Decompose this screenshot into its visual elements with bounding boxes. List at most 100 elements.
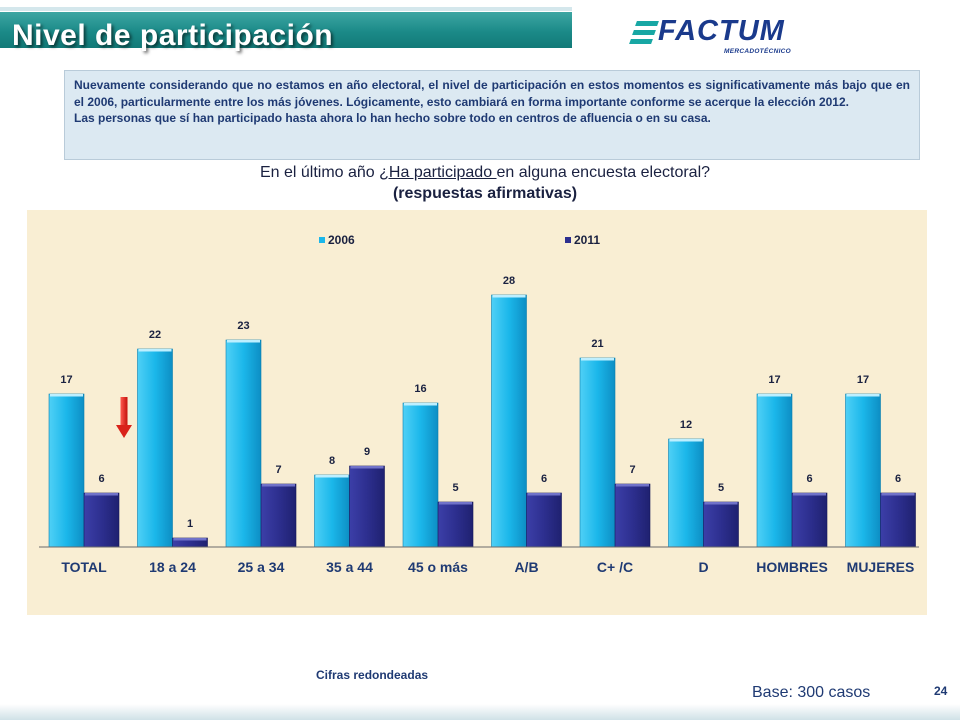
legend-swatch-2006 — [319, 237, 325, 243]
bar-2011-d — [703, 501, 739, 548]
bar-cap-2011-hombres — [793, 493, 826, 496]
value-label-2006-hombres: 17 — [768, 374, 780, 386]
footer-band — [0, 704, 960, 720]
note-paragraph-1: Nuevamente considerando que no estamos e… — [74, 78, 910, 109]
question-underlined: ¿Ha participado — [379, 164, 497, 181]
summary-note: Nuevamente considerando que no estamos e… — [64, 70, 920, 160]
rounding-note: Cifras redondeadas — [316, 668, 429, 682]
title-bar: Nivel de participación — [0, 7, 572, 52]
bar-cap-2011-18-a-24 — [173, 538, 207, 541]
legend-label-2006: 2006 — [328, 233, 355, 247]
bar-2006-25-a-34 — [225, 339, 262, 548]
value-label-2011-hombres: 6 — [806, 473, 812, 485]
bar-chart: 2006 2011 17 6 22 1 23 7 8 9 16 5 28 6 21 7 12 5 17 6 17 6 T… — [39, 233, 919, 575]
question-prefix: En el último año — [259, 164, 380, 181]
bar-cap-2006-c-c — [581, 358, 614, 361]
logo-tagline: MERCADOTÉCNICO — [724, 48, 792, 55]
x-tick-mujeres: MUJERES — [847, 559, 915, 575]
chart-question: En el último año ¿Ha participado en algu… — [180, 162, 790, 204]
bar-cap-2006-45-o-m-s — [404, 403, 437, 406]
value-label-2006-18-a-24: 22 — [149, 329, 161, 341]
bar-cap-2011-mujeres — [881, 493, 915, 496]
x-tick-35-a-44: 35 a 44 — [326, 559, 373, 575]
chart-value-labels: 17 6 22 1 23 7 8 9 16 5 28 6 21 7 12 5 17 6 17 6 — [60, 275, 901, 530]
value-label-2011-c-c: 7 — [629, 464, 635, 476]
page-title: Nivel de participación — [12, 19, 334, 52]
bar-2006-45-o-m-s — [402, 402, 439, 548]
x-tick-hombres: HOMBRES — [756, 559, 828, 575]
sample-base: Base: 300 casos — [752, 684, 871, 701]
bar-cap-2006-mujeres — [846, 394, 880, 397]
value-label-2011-d: 5 — [718, 482, 724, 494]
bar-cap-2006-d — [669, 439, 703, 442]
value-label-2006-a-b: 28 — [503, 275, 515, 287]
bar-2011-total — [83, 492, 120, 548]
x-tick-18-a-24: 18 a 24 — [149, 559, 196, 575]
down-arrow-shaft-icon — [120, 397, 128, 427]
value-label-2011-45-o-m-s: 5 — [452, 482, 458, 494]
bar-cap-2006-35-a-44 — [315, 475, 349, 478]
note-paragraph-2: Las personas que sí han participado hast… — [74, 111, 711, 125]
bar-cap-2011-45-o-m-s — [439, 502, 472, 505]
legend-swatch-2011 — [565, 237, 571, 243]
bar-2006-mujeres — [845, 393, 881, 548]
bar-2006-a-b — [491, 294, 527, 548]
bar-2011-mujeres — [880, 492, 916, 548]
bar-cap-2006-hombres — [758, 394, 791, 397]
value-label-2006-25-a-34: 23 — [237, 320, 249, 332]
bar-2006-35-a-44 — [314, 474, 350, 548]
x-tick-45-o-m-s: 45 o más — [408, 559, 468, 575]
value-label-2006-mujeres: 17 — [857, 374, 869, 386]
bar-cap-2006-a-b — [492, 295, 526, 298]
bar-2011-35-a-44 — [349, 465, 385, 548]
value-label-2006-total: 17 — [60, 374, 72, 386]
bar-cap-2006-25-a-34 — [227, 340, 260, 343]
bar-2006-d — [668, 438, 704, 548]
bar-cap-2011-35-a-44 — [350, 466, 384, 469]
bar-2011-hombres — [791, 492, 828, 548]
x-axis-tick-labels: TOTAL 18 a 24 25 a 34 35 a 44 45 o más A/B C+ … — [61, 559, 914, 575]
question-line-1: En el último año ¿Ha participado en algu… — [180, 162, 790, 183]
logo-name: FACTUM — [658, 15, 785, 47]
bar-cap-2011-25-a-34 — [262, 484, 295, 487]
question-line-2: (respuestas afirmativas) — [392, 185, 578, 202]
chart-annotations — [116, 397, 132, 438]
value-label-2006-45-o-m-s: 16 — [414, 383, 426, 395]
bar-2011-45-o-m-s — [437, 501, 474, 548]
value-label-2011-25-a-34: 7 — [275, 464, 281, 476]
value-label-2011-mujeres: 6 — [895, 473, 901, 485]
bar-2006-18-a-24 — [137, 348, 173, 548]
bar-2011-c-c — [614, 483, 651, 548]
value-label-2006-d: 12 — [680, 419, 692, 431]
x-tick-c-c: C+ /C — [597, 559, 633, 575]
value-label-2011-total: 6 — [98, 473, 104, 485]
value-label-2011-a-b: 6 — [541, 473, 547, 485]
chart-legend: 2006 2011 — [319, 233, 600, 247]
bar-cap-2011-c-c — [616, 484, 649, 487]
value-label-2006-c-c: 21 — [591, 338, 603, 350]
bar-cap-2006-18-a-24 — [138, 349, 172, 352]
question-suffix: en alguna encuesta electoral? — [496, 164, 711, 181]
bar-cap-2006-total — [50, 394, 83, 397]
chart-bars — [48, 294, 916, 548]
x-tick-d: D — [698, 559, 708, 575]
bar-cap-2011-total — [85, 493, 118, 496]
value-label-2011-35-a-44: 9 — [364, 446, 370, 458]
page-number: 24 — [934, 684, 948, 698]
bar-2011-25-a-34 — [260, 483, 297, 548]
x-tick-25-a-34: 25 a 34 — [238, 559, 285, 575]
value-label-2006-35-a-44: 8 — [329, 455, 335, 467]
factum-logo: FACTUM MERCADOTÉCNICO — [628, 15, 828, 57]
value-label-2011-18-a-24: 1 — [187, 518, 193, 530]
bar-2006-total — [48, 393, 85, 548]
x-tick-a-b: A/B — [514, 559, 538, 575]
bar-cap-2011-a-b — [527, 493, 561, 496]
bar-cap-2011-d — [704, 502, 738, 505]
title-stripe — [0, 7, 572, 11]
bar-2006-hombres — [756, 393, 793, 548]
x-tick-total: TOTAL — [61, 559, 107, 575]
bar-2006-c-c — [579, 357, 616, 548]
down-arrow-icon — [116, 425, 132, 438]
bar-2011-a-b — [526, 492, 562, 548]
legend-label-2011: 2011 — [574, 233, 600, 247]
